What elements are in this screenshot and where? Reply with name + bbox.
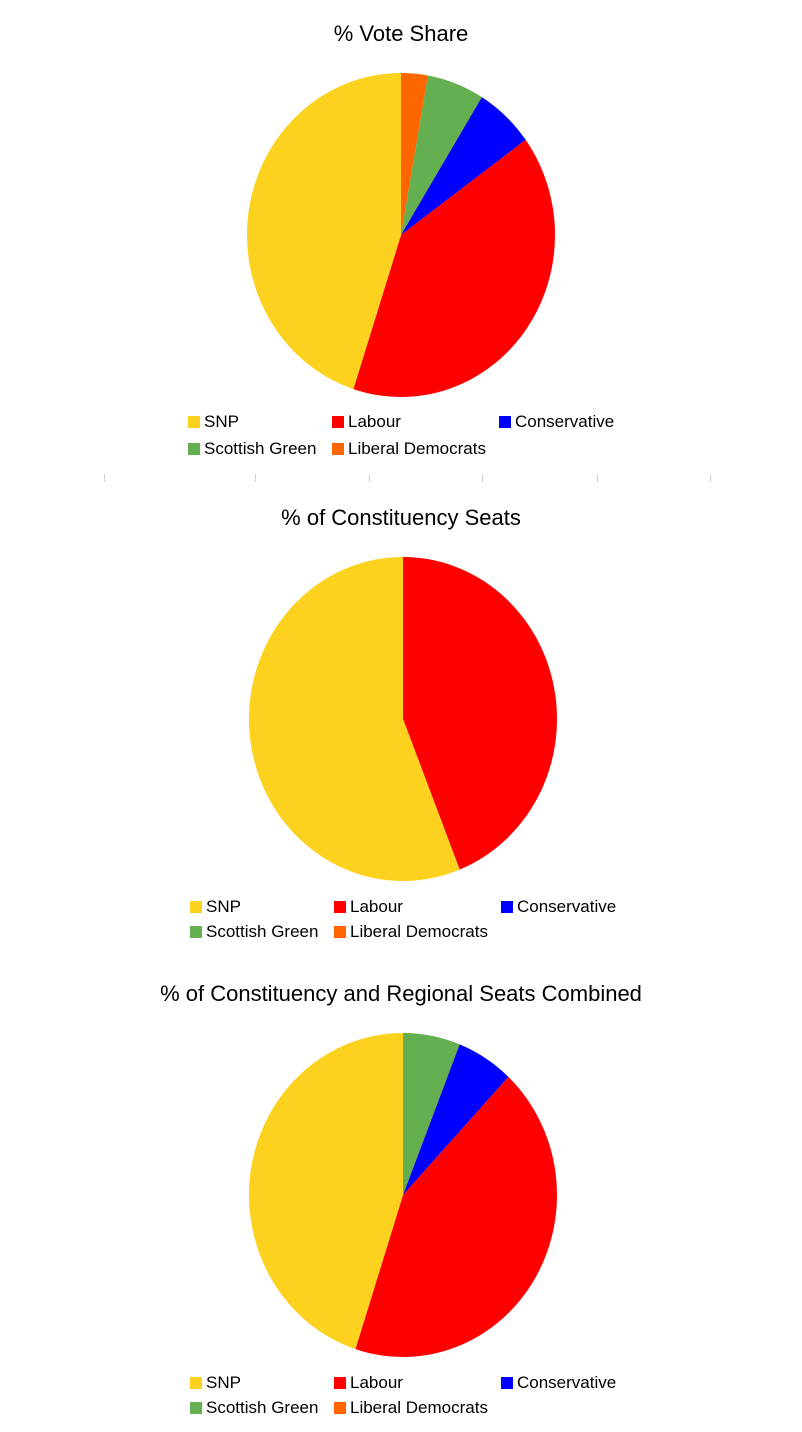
legend-swatch (334, 1377, 346, 1389)
legend-swatch (188, 416, 200, 428)
legend-swatch (334, 1402, 346, 1414)
pie-slice-scottish-green (401, 75, 482, 235)
legend-vote-share: SNP Labour Conservative Scottish Green L… (0, 412, 802, 468)
legend-swatch (334, 901, 346, 913)
pie-slice-liberal-democrats (401, 73, 428, 235)
legend-swatch (190, 1402, 202, 1414)
pie-combined-seats (249, 1033, 557, 1357)
pie-slice-labour (403, 557, 557, 870)
legend-label: Liberal Democrats (348, 439, 486, 458)
legend-swatch (501, 1377, 513, 1389)
legend-swatch (334, 926, 346, 938)
pie-constituency-seats (248, 557, 557, 881)
divider-tick (597, 474, 598, 482)
divider-tick (710, 474, 711, 482)
pie-slice-labour (353, 139, 556, 397)
pie-vote-share (247, 73, 556, 397)
legend-label: Labour (348, 412, 401, 431)
legend-label: Conservative (517, 897, 617, 916)
legend-constituency-seats: SNP Labour Conservative Scottish Green L… (0, 897, 802, 953)
legend-swatch (499, 416, 511, 428)
pie-slice-conservative (403, 1044, 509, 1195)
legend-label: SNP (204, 412, 239, 431)
pie-slice-snp (249, 1033, 403, 1350)
pie-slice-snp (247, 73, 401, 390)
chart-title: % of Constituency Seats (281, 505, 521, 530)
legend-label: Conservative (517, 1373, 617, 1392)
legend-combined-seats: SNP Labour Conservative Scottish Green L… (0, 1373, 802, 1429)
legend-swatch (188, 443, 200, 455)
legend-swatch (332, 443, 344, 455)
divider-tick (255, 474, 256, 482)
legend-swatch (190, 1377, 202, 1389)
legend-swatch (190, 901, 202, 913)
legend-label: Scottish Green (206, 922, 319, 941)
legend-label: Labour (350, 897, 403, 916)
legend-swatch (332, 416, 344, 428)
legend-label: Labour (350, 1373, 403, 1392)
divider-tick (104, 474, 105, 482)
legend-swatch (190, 926, 202, 938)
legend-label: SNP (206, 897, 241, 916)
legend-label: Conservative (515, 412, 615, 431)
legend-swatch (501, 901, 513, 913)
chart-title: % Vote Share (333, 21, 469, 46)
pie-slice-snp (248, 557, 460, 881)
chart-title: % of Constituency and Regional Seats Com… (160, 981, 642, 1006)
legend-label: Scottish Green (204, 439, 317, 458)
legend-label: Liberal Democrats (350, 922, 488, 941)
legend-label: Scottish Green (206, 1398, 319, 1417)
divider-tick (482, 474, 483, 482)
divider-ticks (0, 474, 802, 484)
pie-slice-conservative (401, 97, 526, 235)
pie-slice-labour (355, 1076, 557, 1357)
pie-slice-scottish-green (403, 1033, 460, 1195)
divider-tick (369, 474, 370, 482)
legend-label: Liberal Democrats (350, 1398, 488, 1417)
legend-label: SNP (206, 1373, 241, 1392)
